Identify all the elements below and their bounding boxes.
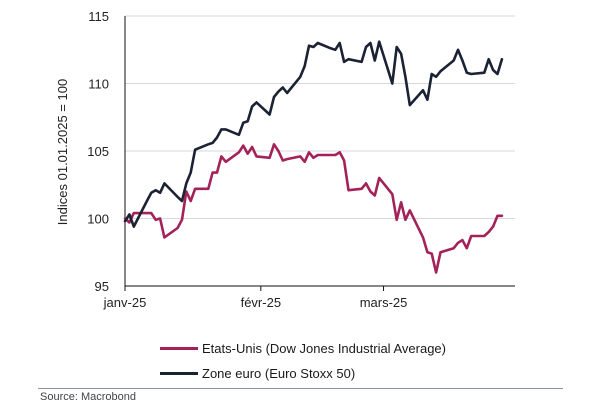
tick-labels: 95 100 105 110 115 janv-25 févr-25 mars-25 [87, 9, 407, 310]
y-tick-label: 100 [87, 212, 109, 227]
x-tick-label: janv-25 [103, 295, 147, 310]
series-lines [123, 40, 504, 274]
y-tick-label: 115 [88, 9, 109, 24]
legend: Etats-Unis (Dow Jones Industrial Average… [160, 338, 446, 388]
source-note: Source: Macrobond [40, 391, 136, 403]
y-tick-label: 105 [87, 144, 109, 159]
legend-item-euro: Zone euro (Euro Stoxx 50) [160, 363, 446, 383]
x-tick-label: mars-25 [360, 295, 408, 310]
legend-swatch-euro [160, 371, 198, 375]
grid-lines [125, 15, 515, 219]
x-tick-label: févr-25 [241, 295, 281, 310]
legend-swatch-us [160, 346, 198, 350]
y-axis-title: Indices 01.01.2025 = 100 [55, 79, 70, 225]
y-tick-label: 110 [88, 77, 109, 92]
series-line-euro [123, 40, 504, 228]
legend-label-us: Etats-Unis (Dow Jones Industrial Average… [202, 340, 446, 356]
legend-label-euro: Zone euro (Euro Stoxx 50) [202, 365, 356, 381]
series-line-us [123, 143, 504, 274]
source-divider [38, 388, 563, 389]
legend-item-us: Etats-Unis (Dow Jones Industrial Average… [160, 338, 446, 358]
y-tick-label: 95 [95, 279, 109, 294]
axes [124, 16, 515, 291]
